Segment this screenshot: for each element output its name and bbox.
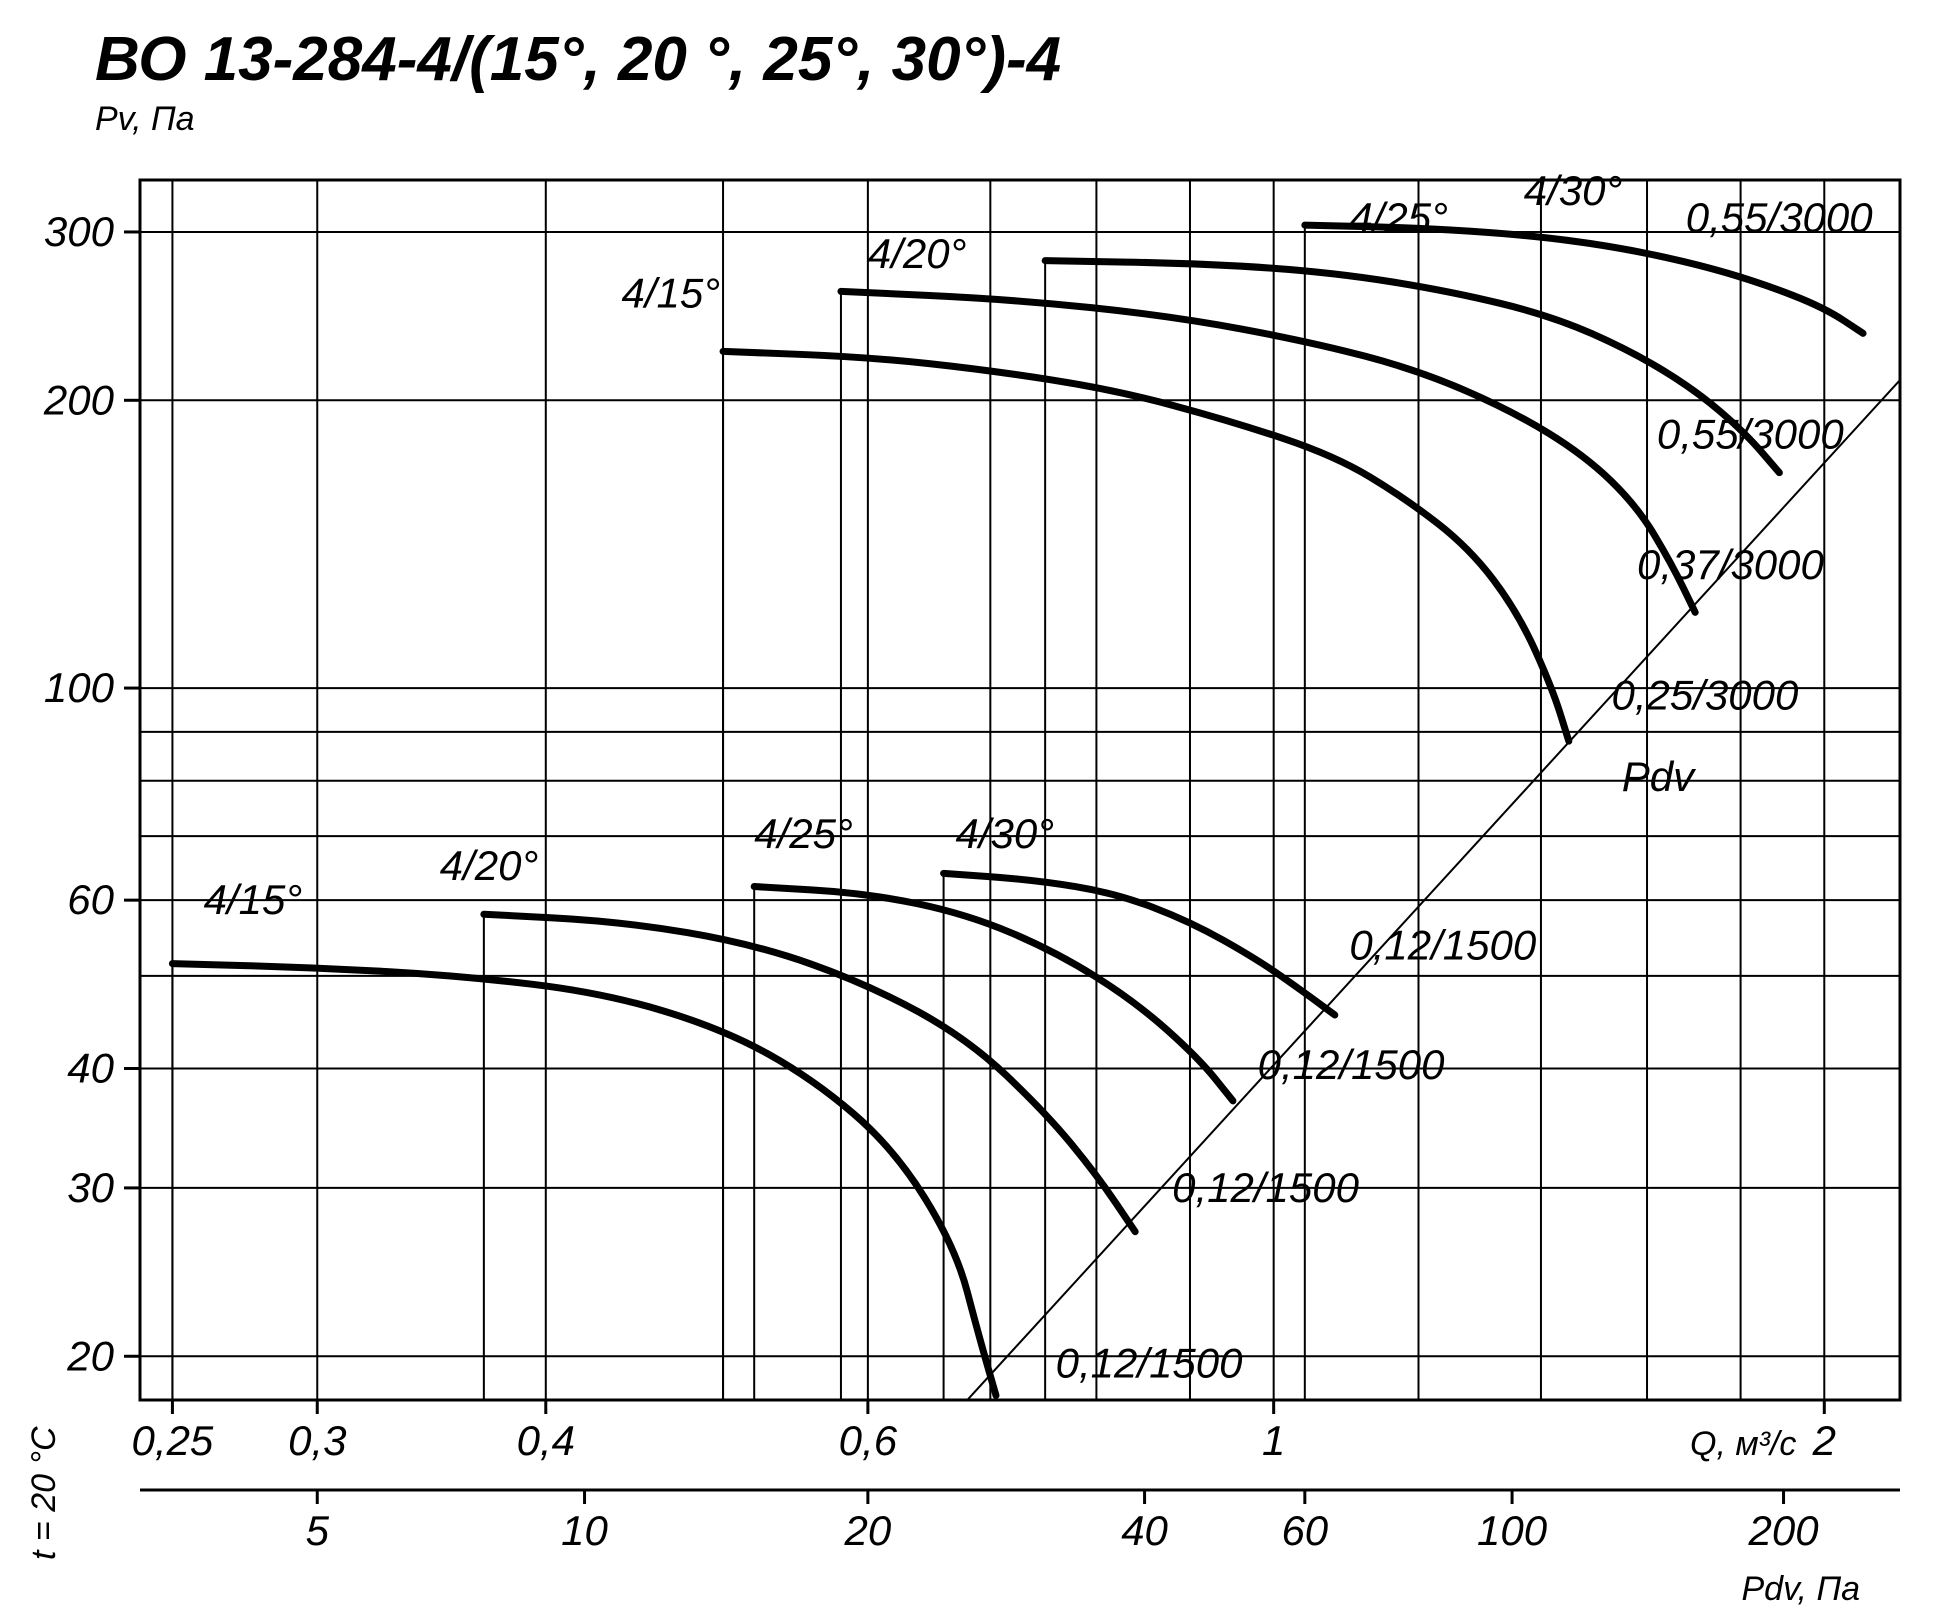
y-tick-label: 40 [67, 1044, 114, 1091]
y-tick-label: 60 [67, 876, 114, 923]
upper-endlabel-3: 0,55/3000 [1686, 194, 1873, 241]
x2-tick-label: 200 [1748, 1507, 1820, 1554]
y-axis-label: Pv, Па [95, 100, 195, 138]
lower-endlabel-0: 0,12/1500 [1056, 1340, 1243, 1387]
upper-endlabel-1: 0,37/3000 [1637, 541, 1824, 588]
x2-tick-label: 5 [306, 1507, 330, 1554]
y-tick-label: 200 [43, 376, 115, 423]
lower-endlabel-1: 0,12/1500 [1172, 1164, 1359, 1211]
x-tick-label: 0,6 [839, 1417, 898, 1464]
lower-label-0: 4/15° [204, 876, 303, 923]
x-axis-label: Q, м³/с [1690, 1425, 1796, 1463]
upper-curve-1 [841, 291, 1695, 612]
x2-tick-label: 60 [1281, 1507, 1328, 1554]
upper-label-1: 4/20° [868, 230, 967, 277]
fan-performance-chart: ВО 13-284-4/(15°, 20 °, 25°, 30°)-4 Pv, … [0, 0, 1950, 1624]
x-tick-label: 1 [1262, 1417, 1285, 1464]
upper-endlabel-0: 0,25/3000 [1611, 671, 1798, 718]
lower-endlabel-3: 0,12/1500 [1349, 922, 1536, 969]
upper-label-3: 4/30° [1524, 167, 1623, 214]
y-tick-label: 300 [44, 208, 115, 255]
y-tick-label: 30 [67, 1164, 114, 1211]
x2-tick-label: 100 [1477, 1507, 1548, 1554]
lower-curve-1 [484, 914, 1135, 1231]
lower-curve-3 [944, 873, 1335, 1015]
lower-endlabel-2: 0,12/1500 [1258, 1041, 1445, 1088]
x-tick-label: 0,4 [517, 1417, 575, 1464]
x2-tick-label: 20 [844, 1507, 892, 1554]
x-tick-label: 0,3 [288, 1417, 346, 1464]
lower-label-1: 4/20° [440, 842, 539, 889]
upper-label-0: 4/15° [622, 270, 721, 317]
x2-tick-label: 40 [1121, 1507, 1168, 1554]
x2-tick-label: 10 [561, 1507, 608, 1554]
lower-curve-0 [172, 964, 996, 1396]
chart-title: ВО 13-284-4/(15°, 20 °, 25°, 30°)-4 [95, 25, 1061, 94]
upper-curve-0 [723, 351, 1569, 741]
x-tick-label: 0,25 [132, 1417, 214, 1464]
pdv-diag-label: Pdv [1622, 753, 1697, 800]
y-tick-label: 20 [66, 1332, 114, 1379]
y-tick-label: 100 [44, 664, 115, 711]
upper-label-2: 4/25° [1349, 194, 1448, 241]
lower-label-2: 4/25° [754, 810, 853, 857]
x2-axis-label: Pdv, Па [1741, 1570, 1860, 1608]
upper-endlabel-2: 0,55/3000 [1657, 411, 1844, 458]
lower-label-3: 4/30° [956, 810, 1055, 857]
temperature-label: t = 20 °C [25, 1426, 63, 1560]
x-tick-label: 2 [1812, 1417, 1836, 1464]
